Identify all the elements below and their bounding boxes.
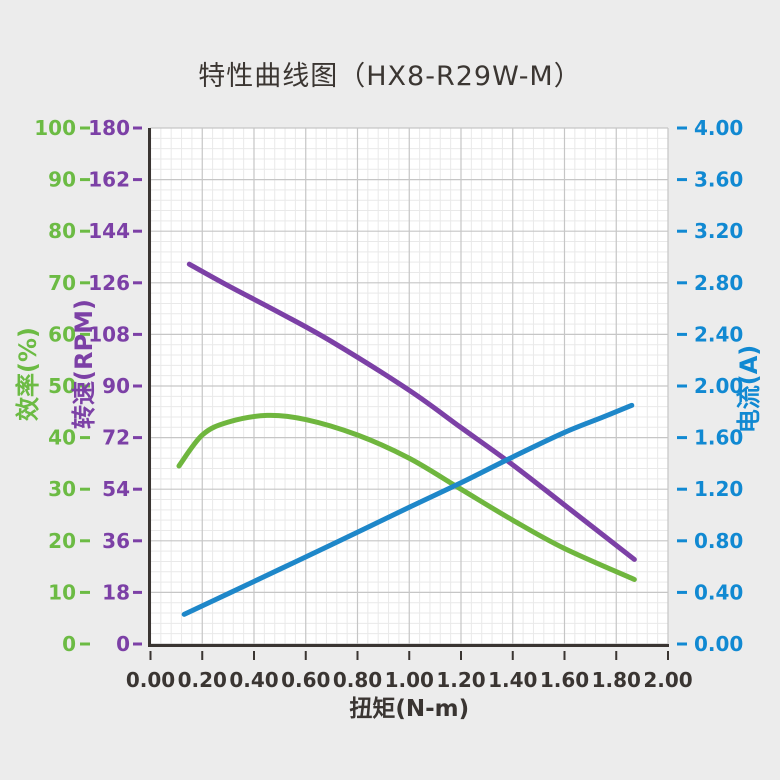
efficiency-tick-label: 50 bbox=[48, 374, 76, 398]
rpm-tick-label: 72 bbox=[102, 426, 130, 450]
rpm-tick-label: 144 bbox=[88, 219, 130, 243]
rpm-tick-label: 162 bbox=[88, 168, 130, 192]
current-tick-label: 3.60 bbox=[694, 168, 743, 192]
rpm-tick-label: 54 bbox=[102, 477, 130, 501]
x-tick-label: 0.60 bbox=[281, 668, 330, 692]
current-axis: 4.00 3.60 3.20 2.80 2.40 2.00 1.60 1.20 0.80 0.40… bbox=[677, 116, 763, 656]
x-tick-label: 0.20 bbox=[178, 668, 227, 692]
current-tick-label: 1.20 bbox=[694, 477, 743, 501]
current-tick-label: 0.80 bbox=[694, 529, 743, 553]
x-tick-label: 1.80 bbox=[592, 668, 641, 692]
x-axis-label: 扭矩(N-m) bbox=[349, 696, 469, 722]
x-tick-label: 1.00 bbox=[385, 668, 434, 692]
current-tick-label: 0.40 bbox=[694, 580, 743, 604]
efficiency-tick-label: 10 bbox=[48, 580, 76, 604]
x-tick-label: 0.80 bbox=[333, 668, 382, 692]
rpm-tick-label: 0 bbox=[116, 632, 130, 656]
rpm-tick-label: 126 bbox=[88, 271, 130, 295]
curve-rpm bbox=[186, 261, 637, 562]
current-tick-label: 3.20 bbox=[694, 219, 743, 243]
efficiency-tick-label: 70 bbox=[48, 271, 76, 295]
x-tick-label: 1.20 bbox=[436, 668, 485, 692]
x-tick-label: 1.60 bbox=[540, 668, 589, 692]
current-axis-label: 电流(A) bbox=[735, 345, 763, 434]
current-tick-label: 2.40 bbox=[694, 322, 743, 346]
rpm-tick-label: 180 bbox=[88, 116, 130, 140]
efficiency-tick-label: 60 bbox=[48, 322, 76, 346]
major-grid bbox=[149, 127, 669, 645]
efficiency-tick-label: 30 bbox=[48, 477, 76, 501]
rpm-axis-label: 转速(RPM) bbox=[70, 299, 98, 429]
rpm-tick-label: 108 bbox=[88, 322, 130, 346]
current-tick-label: 2.00 bbox=[694, 374, 743, 398]
current-tick-label: 2.80 bbox=[694, 271, 743, 295]
efficiency-tick-label: 40 bbox=[48, 426, 76, 450]
rpm-tick-label: 18 bbox=[102, 580, 130, 604]
rpm-tick-label: 90 bbox=[102, 374, 130, 398]
curve-current bbox=[181, 402, 635, 617]
current-tick-label: 1.60 bbox=[694, 426, 743, 450]
efficiency-tick-label: 20 bbox=[48, 529, 76, 553]
x-ticks: 0.00 0.20 0.40 0.60 0.80 1.00 1.20 1.40 1.60 1.80… bbox=[126, 651, 693, 692]
chart-title: 特性曲线图（HX8-R29W-M） bbox=[198, 61, 582, 92]
curve-efficiency bbox=[176, 412, 637, 582]
efficiency-tick-label: 90 bbox=[48, 168, 76, 192]
rpm-tick-label: 36 bbox=[102, 529, 130, 553]
x-tick-label: 0.40 bbox=[229, 668, 278, 692]
efficiency-tick-label: 80 bbox=[48, 219, 76, 243]
x-tick-label: 2.00 bbox=[643, 668, 692, 692]
x-tick-label: 0.00 bbox=[126, 668, 175, 692]
efficiency-axis-label: 效率(%) bbox=[14, 327, 42, 421]
x-tick-label: 1.40 bbox=[488, 668, 537, 692]
efficiency-tick-label: 0 bbox=[62, 632, 76, 656]
current-tick-label: 4.00 bbox=[694, 116, 743, 140]
current-tick-label: 0.00 bbox=[694, 632, 743, 656]
efficiency-tick-label: 100 bbox=[34, 116, 76, 140]
